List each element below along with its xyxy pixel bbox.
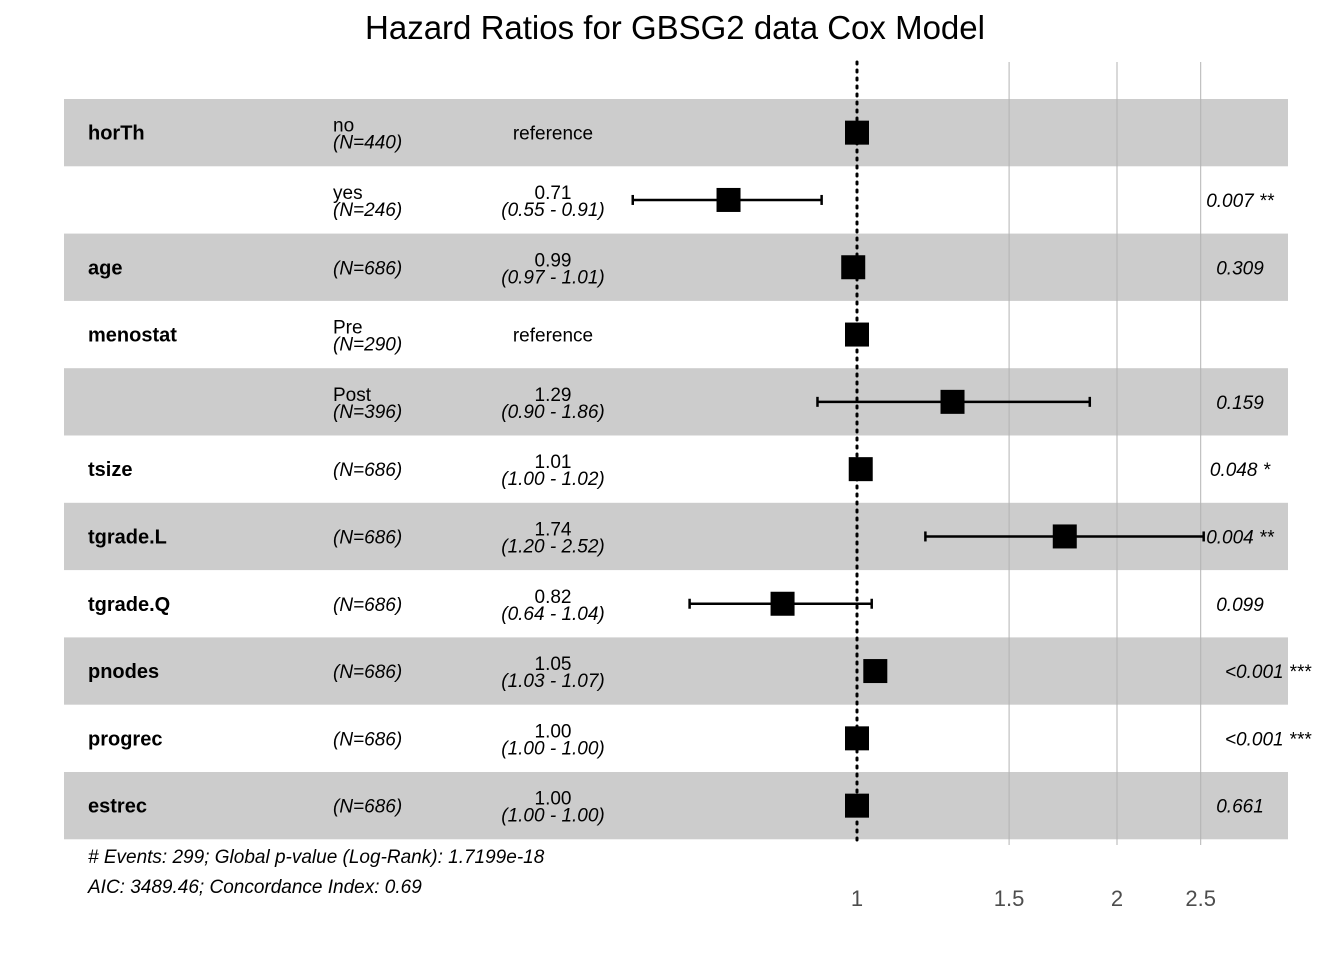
hr-value: 0.99 — [535, 250, 572, 271]
n-label: (N=246) — [333, 200, 402, 221]
row-band — [64, 368, 1288, 436]
hr-point — [863, 659, 888, 684]
hr-value: 1.29 — [535, 385, 572, 406]
variable-label: tgrade.Q — [88, 594, 170, 616]
x-tick-label: 1.5 — [994, 886, 1025, 911]
level-label: Pre — [333, 318, 363, 339]
hr-point — [845, 726, 869, 751]
chart-title: Hazard Ratios for GBSG2 data Cox Model — [365, 9, 985, 46]
row-labels: horTh no(N=440) referenceyes(N=246)0.71(0.… — [88, 116, 1312, 827]
p-value: 0.309 — [1216, 258, 1264, 279]
hr-point — [940, 389, 965, 414]
row-band — [64, 772, 1288, 840]
x-axis-ticks: 1 1.5 2 2.5 — [851, 886, 1216, 911]
hr-value: 1.00 — [535, 721, 572, 742]
hr-point — [841, 255, 866, 280]
n-label: (N=686) — [333, 662, 402, 683]
p-value: 0.661 — [1216, 797, 1264, 818]
variable-label: tgrade.L — [88, 526, 167, 548]
variable-label: pnodes — [88, 661, 159, 683]
p-value: <0.001 *** — [1225, 729, 1312, 750]
level-label: yes — [333, 183, 363, 204]
n-label: (N=290) — [333, 335, 402, 356]
hr-value: 1.01 — [535, 452, 572, 473]
footnote-aic: AIC: 3489.46; Concordance Index: 0.69 — [87, 877, 422, 898]
n-label: (N=686) — [333, 460, 402, 481]
p-value: 0.099 — [1216, 595, 1264, 616]
ci-value: (0.90 - 1.86) — [501, 402, 605, 423]
p-value: <0.001 *** — [1225, 662, 1312, 683]
ci-value: (0.64 - 1.04) — [501, 604, 605, 625]
hr-point — [845, 322, 869, 347]
hr-value: 1.74 — [535, 519, 572, 540]
hr-point — [716, 187, 741, 212]
x-tick-label: 2 — [1111, 886, 1123, 911]
footnote-events: # Events: 299; Global p-value (Log-Rank)… — [88, 847, 545, 868]
hr-value: 1.05 — [535, 654, 572, 675]
row-band — [64, 99, 1288, 167]
ci-value: (1.00 - 1.02) — [501, 469, 605, 490]
hr-point — [845, 120, 869, 145]
row-bands — [64, 99, 1288, 840]
n-label: (N=686) — [333, 258, 402, 279]
hazard-ratio-points — [716, 120, 1077, 818]
n-label: (N=686) — [333, 729, 402, 750]
n-label: (N=396) — [333, 402, 402, 423]
hr-point — [848, 457, 873, 482]
x-tick-label: 2.5 — [1185, 886, 1216, 911]
ci-value: (1.00 - 1.00) — [501, 806, 605, 827]
x-tick-label: 1 — [851, 886, 863, 911]
hr-point — [770, 591, 795, 616]
n-label: (N=440) — [333, 133, 402, 154]
ci-value: (0.97 - 1.01) — [501, 267, 605, 288]
hr-value: reference — [513, 124, 593, 145]
ci-value: (1.00 - 1.00) — [501, 738, 605, 759]
row-band — [64, 233, 1288, 301]
ci-value: (1.03 - 1.07) — [501, 671, 605, 692]
p-value: 0.004 ** — [1206, 527, 1274, 548]
n-label: (N=686) — [333, 595, 402, 616]
level-label: no — [333, 116, 354, 137]
hr-value: 1.00 — [535, 789, 572, 810]
hr-point — [845, 793, 869, 818]
level-label: Post — [333, 385, 372, 406]
variable-label: horTh — [88, 123, 145, 145]
gridlines — [1008, 62, 1202, 845]
hr-point — [1052, 524, 1077, 549]
row-band — [64, 637, 1288, 705]
variable-label: progrec — [88, 728, 162, 750]
variable-label: estrec — [88, 796, 147, 818]
p-value: 0.007 ** — [1206, 191, 1274, 212]
variable-label: menostat — [88, 325, 177, 347]
n-label: (N=686) — [333, 797, 402, 818]
variable-label: age — [88, 257, 122, 279]
ci-value: (1.20 - 2.52) — [501, 536, 605, 557]
ci-value: (0.55 - 0.91) — [501, 200, 605, 221]
variable-label: tsize — [88, 459, 132, 481]
hr-value: 0.71 — [535, 183, 572, 204]
hr-value: reference — [513, 326, 593, 347]
hr-value: 0.82 — [535, 587, 572, 608]
p-value: 0.159 — [1216, 393, 1264, 414]
p-value: 0.048 * — [1210, 460, 1271, 481]
n-label: (N=686) — [333, 527, 402, 548]
